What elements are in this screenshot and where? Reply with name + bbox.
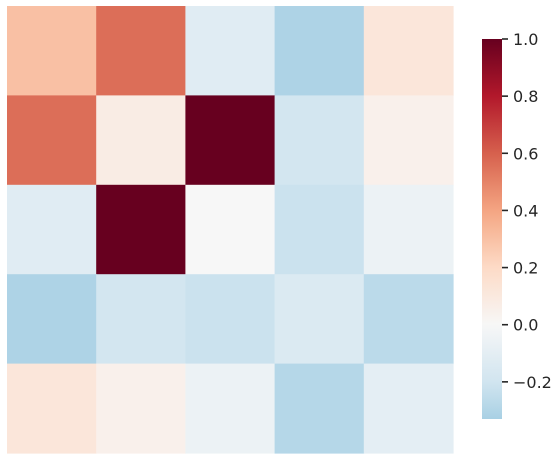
heatmap-cell-r1-c3 bbox=[275, 95, 365, 185]
colorbar-tick-label: 0.2 bbox=[513, 259, 538, 278]
heatmap-cell-r0-c4 bbox=[364, 6, 454, 96]
heatmap-cell-r3-c4 bbox=[364, 274, 454, 364]
heatmap-cell-r3-c3 bbox=[275, 274, 365, 364]
heatmap-cell-r2-c4 bbox=[364, 185, 454, 275]
heatmap-cell-r0-c0 bbox=[7, 6, 97, 96]
heatmap-cell-r1-c4 bbox=[364, 95, 454, 185]
heatmap-cell-r2-c1 bbox=[96, 185, 186, 275]
heatmap-cell-r3-c0 bbox=[7, 274, 97, 364]
heatmap-cell-r0-c2 bbox=[185, 6, 275, 96]
heatmap-cell-r0-c3 bbox=[275, 6, 365, 96]
heatmap-cell-r2-c3 bbox=[275, 185, 365, 275]
heatmap-cell-r0-c1 bbox=[96, 6, 186, 96]
heatmap-cell-r2-c2 bbox=[185, 185, 275, 275]
colorbar-tick-label: 0.4 bbox=[513, 201, 538, 220]
heatmap-cell-r3-c2 bbox=[185, 274, 275, 364]
colorbar-tick-label: 1.0 bbox=[513, 30, 538, 49]
colorbar: 1.0 0.8 0.6 0.4 0.2 0.0 −0.2 bbox=[482, 30, 552, 419]
heatmap-cell-r4-c0 bbox=[7, 364, 97, 454]
colorbar-bar bbox=[482, 39, 502, 419]
heatmap-cell-r3-c1 bbox=[96, 274, 186, 364]
colorbar-tick-label: 0.6 bbox=[513, 144, 538, 163]
heatmap-cell-r4-c1 bbox=[96, 364, 186, 454]
colorbar-tick-label: −0.2 bbox=[513, 373, 552, 392]
colorbar-tick-label: 0.0 bbox=[513, 316, 538, 335]
heatmap-cell-r2-c0 bbox=[7, 185, 97, 275]
heatmap-cell-r4-c3 bbox=[275, 364, 365, 454]
heatmap-cell-r4-c4 bbox=[364, 364, 454, 454]
colorbar-tick-label: 0.8 bbox=[513, 87, 538, 106]
colorbar-ticks: 1.0 0.8 0.6 0.4 0.2 0.0 −0.2 bbox=[502, 30, 552, 392]
heatmap-cell-r1-c2 bbox=[185, 95, 275, 185]
heatmap-cell-r1-c0 bbox=[7, 95, 97, 185]
heatmap-grid bbox=[7, 6, 454, 454]
heatmap-cell-r1-c1 bbox=[96, 95, 186, 185]
heatmap-cell-r4-c2 bbox=[185, 364, 275, 454]
